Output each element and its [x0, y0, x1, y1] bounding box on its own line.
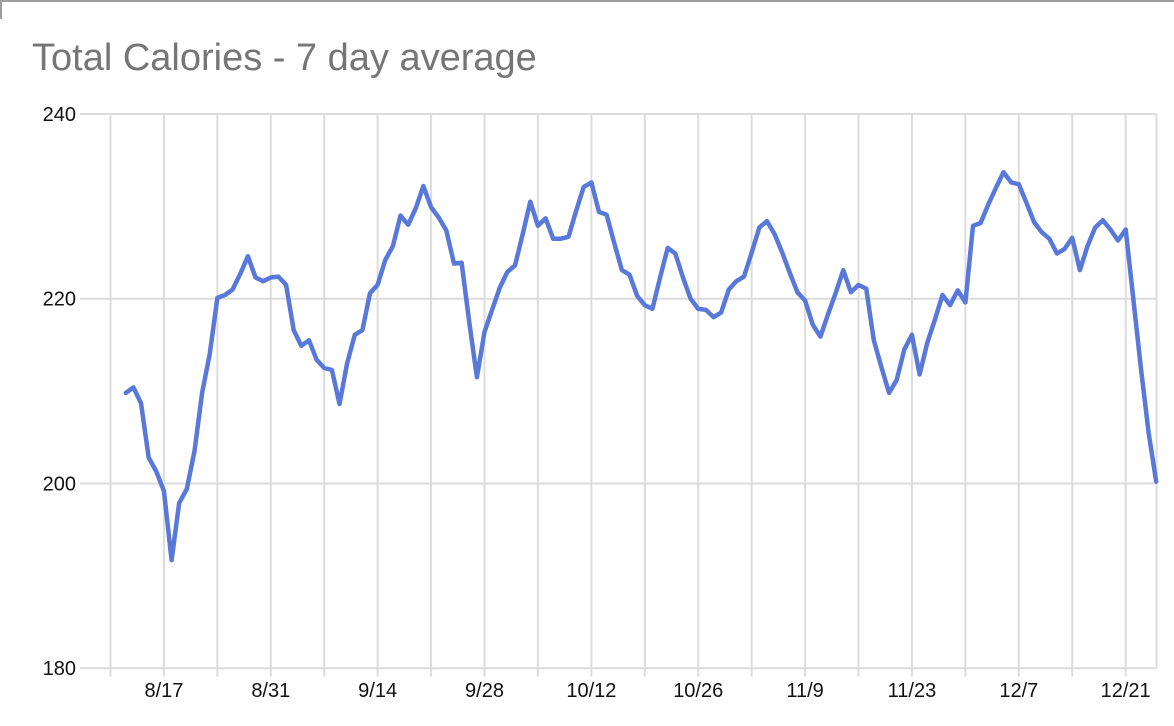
- x-axis-tick-label: 11/23: [888, 680, 937, 702]
- chart-title: Total Calories - 7 day average: [32, 37, 537, 79]
- y-axis-tick-label: 240: [43, 104, 76, 126]
- x-axis-tick-label: 9/28: [465, 680, 504, 702]
- x-axis-tick-label: 12/21: [1101, 680, 1151, 702]
- x-axis-tick-label: 10/26: [673, 680, 723, 702]
- cell-border-top: [0, 0, 1174, 2]
- x-axis-tick-label: 11/9: [786, 680, 823, 702]
- y-axis-tick-label: 200: [43, 473, 76, 495]
- cell-border-left-nub: [0, 0, 2, 19]
- x-axis-labels: 8/17 8/31 9/14 9/28 10/12 10/26 11/9 11/23 12/7 1…: [144, 680, 1150, 702]
- y-axis-tick-label: 180: [43, 658, 76, 680]
- y-axis-labels: 240 220 200 180: [43, 104, 76, 680]
- x-axis-tick-label: 10/12: [566, 680, 616, 702]
- x-axis-tick-label: 12/7: [999, 680, 1038, 702]
- y-axis-tick-label: 220: [43, 289, 76, 311]
- calories-series-line: [123, 169, 1159, 563]
- vertical-gridlines: [109, 114, 1158, 677]
- x-axis-tick-label: 8/17: [144, 680, 183, 702]
- horizontal-gridlines: [80, 113, 1157, 670]
- x-axis-tick-label: 9/14: [358, 680, 397, 702]
- x-axis-tick-label: 8/31: [251, 680, 290, 702]
